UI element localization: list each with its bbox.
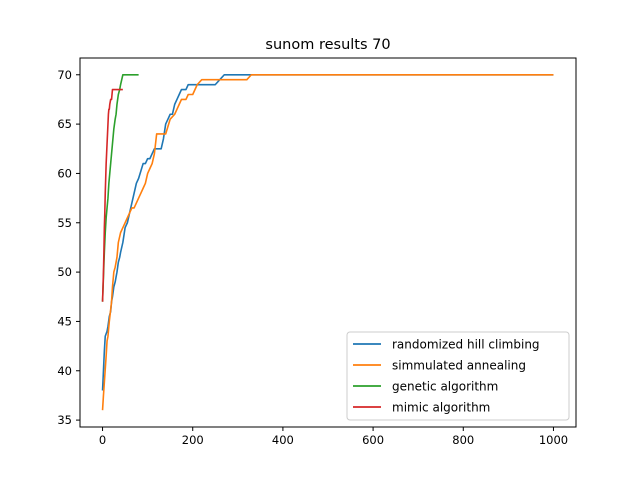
x-tick-label-4: 800 (452, 433, 474, 447)
series-line-3 (101, 88, 123, 302)
chart-title: sunom results 70 (265, 37, 390, 53)
x-tick-label-0: 0 (99, 433, 106, 447)
y-tick-label-5: 60 (57, 166, 72, 180)
y-tick-label-4: 55 (57, 216, 72, 230)
y-tick-label-7: 70 (57, 68, 72, 82)
y-tick-label-0: 35 (57, 413, 72, 427)
y-tick-label-2: 45 (57, 314, 72, 328)
series-lines (101, 73, 554, 411)
plot-frame (79, 57, 577, 428)
legend: randomized hill climbing simmulated annea… (346, 331, 570, 421)
x-axis: 0 200 400 600 800 1000 (99, 427, 568, 447)
y-tick-label-1: 40 (57, 364, 72, 378)
y-tick-label-3: 50 (57, 265, 72, 279)
legend-label-3: mimic algorithm (392, 401, 490, 415)
series-line-1 (101, 73, 554, 411)
x-tick-label-2: 400 (272, 433, 294, 447)
legend-label-2: genetic algorithm (392, 380, 498, 394)
legend-box (346, 331, 570, 421)
x-tick-label-1: 200 (182, 433, 204, 447)
legend-label-1: simmulated annealing (392, 359, 526, 373)
series-line-2 (101, 73, 139, 302)
legend-label-0: randomized hill climbing (392, 338, 540, 352)
x-tick-label-5: 1000 (539, 433, 568, 447)
y-axis: 35 40 45 50 55 60 65 70 (57, 68, 80, 427)
x-tick-label-3: 600 (362, 433, 384, 447)
y-tick-label-6: 65 (57, 117, 72, 131)
